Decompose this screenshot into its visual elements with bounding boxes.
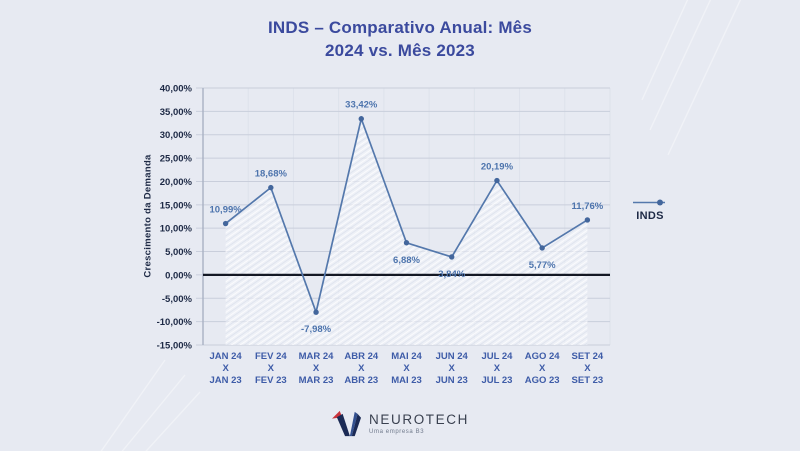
data-point-label: 3,84% — [438, 269, 465, 280]
y-tick-label: 20,00% — [160, 177, 193, 188]
brand-tagline: Uma empresa B3 — [369, 429, 425, 435]
data-point-label: 20,19% — [481, 162, 514, 173]
x-tick-label: JUN 24 X JUN 23 — [436, 351, 469, 386]
y-tick-label: 40,00% — [160, 84, 193, 95]
y-tick-label: 5,00% — [165, 247, 192, 258]
y-tick-label: 35,00% — [160, 107, 193, 118]
decor-lines-top-right — [641, 0, 742, 156]
chart-title-line2: 2024 vs. Mês 2023 — [325, 41, 475, 60]
x-tick-label: FEV 24 X FEV 23 — [255, 351, 287, 386]
x-tick-label: JUL 24 X JUL 23 — [481, 351, 513, 386]
legend-label: INDS — [636, 210, 664, 222]
y-axis-title: Crescimento da Demanda — [142, 154, 154, 278]
y-tick-label: 25,00% — [160, 154, 193, 165]
data-point-label: 33,42% — [345, 100, 378, 111]
x-tick-label: ABR 24 X ABR 23 — [344, 351, 379, 386]
neurotech-logo-icon — [332, 410, 362, 437]
area-fill — [225, 118, 588, 345]
data-point — [358, 116, 364, 122]
data-point-label: 11,76% — [572, 201, 604, 212]
y-tick-label: 10,00% — [160, 224, 193, 235]
x-tick-label: SET 24 X SET 23 — [572, 351, 604, 386]
x-tick-label: MAR 24 X MAR 23 — [299, 351, 335, 386]
chart-title-line1: INDS – Comparativo Anual: Mês — [268, 18, 532, 37]
data-point-label: 6,88% — [393, 255, 420, 266]
data-point — [313, 309, 319, 315]
y-tick-label: -5,00% — [162, 294, 193, 305]
legend: INDS — [620, 198, 680, 222]
footer-logo: NEUROTECH Uma empresa B3 — [0, 409, 800, 438]
data-point-label: 10,99% — [209, 205, 242, 216]
data-point — [403, 240, 410, 246]
y-tick-label: 0,00% — [165, 270, 192, 281]
legend-marker-icon — [633, 199, 665, 206]
brand-name: NEUROTECH — [369, 412, 469, 427]
data-point-label: 18,68% — [255, 169, 288, 180]
x-tick-label: MAI 24 X MAI 23 — [391, 351, 422, 386]
data-point-label: 5,77% — [529, 260, 556, 271]
data-point-label: -7,98% — [301, 324, 332, 335]
y-tick-label: -15,00% — [157, 341, 193, 352]
brand-text-block: NEUROTECH Uma empresa B3 — [369, 412, 469, 435]
data-point — [222, 220, 229, 227]
data-point — [539, 245, 545, 251]
chart-title: INDS – Comparativo Anual: Mês 2024 vs. M… — [0, 16, 800, 62]
y-tick-label: -10,00% — [157, 317, 193, 328]
data-point — [449, 254, 455, 260]
data-point — [584, 217, 591, 223]
x-tick-label: JAN 24 X JAN 23 — [210, 351, 243, 386]
x-tick-label: AGO 24 X AGO 23 — [525, 351, 561, 386]
y-tick-label: 15,00% — [160, 200, 193, 211]
data-point — [494, 177, 500, 184]
y-tick-label: 30,00% — [160, 130, 193, 141]
data-point — [268, 184, 274, 191]
decor-lines-bottom-left — [100, 359, 201, 451]
